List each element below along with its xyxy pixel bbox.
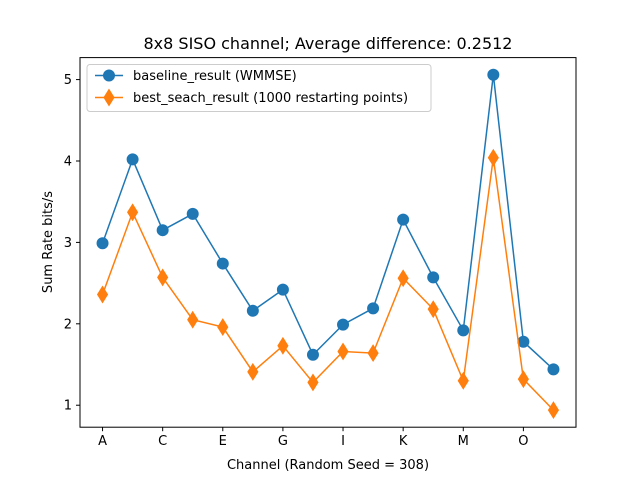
series-1 — [96, 68, 560, 376]
data-point — [457, 371, 469, 390]
y-tick-label: 2 — [64, 317, 72, 332]
legend-item: best_seach_result (1000 restarting point… — [95, 88, 408, 107]
data-point — [96, 285, 109, 304]
x-tick-label: I — [341, 434, 345, 449]
x-tick-label: A — [98, 434, 107, 449]
data-point — [186, 207, 199, 220]
legend-box — [86, 64, 432, 112]
data-point — [367, 344, 379, 363]
data-point — [547, 401, 560, 420]
data-point — [517, 370, 529, 389]
x-tick-label: G — [278, 434, 288, 449]
data-point — [277, 336, 289, 355]
y-axis: 1 2 3 4 5 — [64, 73, 80, 414]
x-tick-label: K — [399, 434, 408, 449]
x-tick-label: E — [219, 434, 227, 449]
data-point — [247, 362, 259, 381]
legend-marker — [103, 88, 115, 107]
data-point — [457, 324, 470, 337]
legend-label: baseline_result (WMMSE) — [133, 69, 297, 84]
data-point — [367, 302, 380, 315]
data-point — [217, 318, 229, 337]
data-point — [487, 68, 500, 81]
y-tick-label: 5 — [64, 73, 72, 88]
x-tick-label: O — [518, 434, 528, 449]
data-point — [126, 153, 139, 166]
x-axis-label: Channel (Random Seed = 308) — [227, 458, 429, 473]
data-point — [427, 271, 440, 284]
series-2 — [96, 148, 560, 420]
data-point — [216, 257, 229, 270]
data-point — [156, 224, 169, 237]
data-point — [397, 213, 410, 226]
legend-label: best_seach_result (1000 restarting point… — [133, 91, 408, 106]
y-tick-label: 1 — [64, 399, 72, 414]
data-point — [397, 269, 409, 288]
legend-marker — [103, 69, 115, 82]
y-tick-label: 4 — [64, 154, 72, 169]
series-line — [101, 157, 554, 411]
x-tick-label: M — [458, 434, 469, 449]
series-layer — [96, 68, 560, 420]
data-point — [307, 373, 319, 392]
data-point — [187, 310, 199, 329]
chart-title: 8x8 SISO channel; Average difference: 0.… — [144, 34, 513, 53]
data-point — [246, 304, 259, 317]
data-point — [337, 318, 350, 331]
data-point — [306, 348, 319, 361]
data-point — [487, 148, 499, 167]
legend-item: baseline_result (WMMSE) — [95, 69, 297, 84]
data-point — [427, 300, 439, 319]
series-line — [101, 74, 554, 370]
legend: baseline_result (WMMSE) best_seach_result… — [86, 64, 432, 112]
data-point — [276, 283, 289, 296]
data-point — [337, 342, 349, 361]
y-tick-label: 3 — [64, 236, 72, 251]
data-point — [96, 237, 109, 250]
data-point — [547, 363, 560, 376]
data-point — [157, 268, 169, 287]
data-point — [127, 203, 139, 222]
x-tick-label: C — [158, 434, 167, 449]
y-axis-label: Sum Rate bits/s — [41, 191, 56, 293]
